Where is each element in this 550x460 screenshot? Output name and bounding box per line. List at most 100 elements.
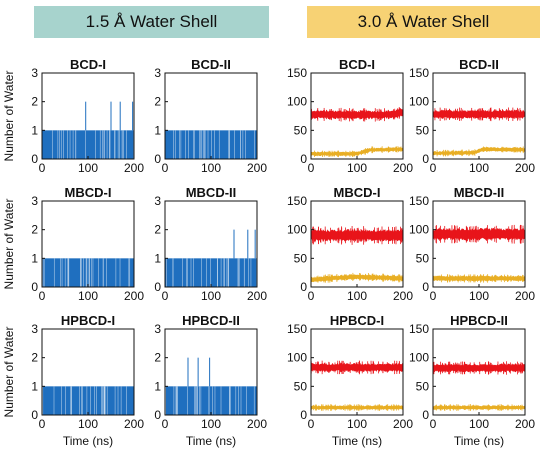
x-tick-label: 100 [78, 161, 98, 175]
x-tick-label: 200 [515, 161, 535, 175]
y-tick-label: 2 [154, 95, 161, 109]
y-axis-label: Number of Water [2, 327, 16, 418]
x-tick-label: 0 [39, 289, 46, 303]
y-tick-label: 100 [287, 351, 307, 365]
series-band-gold [433, 275, 525, 282]
y-tick-label: 3 [154, 66, 161, 80]
y-tick-label: 100 [287, 223, 307, 237]
y-tick-label: 150 [409, 322, 429, 336]
panel-3-0-hpbcd-i: HPBCD-I 0 50 100 150 0 100 200 [287, 313, 413, 431]
panel-title: MBCD-II [186, 185, 237, 200]
y-tick-label: 0 [300, 152, 307, 166]
x-axis-label: Time (ns) [63, 434, 113, 448]
series-fill-block [42, 386, 134, 415]
y-tick-label: 1 [31, 123, 38, 137]
y-tick-label: 0 [154, 152, 161, 166]
water-shell-1-5-banner: 1.5 Å Water Shell [34, 6, 269, 38]
y-tick-label: 50 [294, 123, 308, 137]
y-tick-label: 2 [154, 351, 161, 365]
y-tick-label: 3 [31, 194, 38, 208]
y-tick-label: 50 [294, 251, 308, 265]
y-tick-label: 0 [31, 280, 38, 294]
panel-title: BCD-I [339, 57, 375, 72]
panel-title: MBCD-I [334, 185, 381, 200]
y-tick-label: 3 [31, 66, 38, 80]
x-tick-label: 200 [393, 289, 413, 303]
y-tick-label: 0 [154, 408, 161, 422]
series-fill-block [42, 258, 134, 287]
y-tick-label: 50 [416, 251, 430, 265]
x-axis-label: Time (ns) [454, 434, 504, 448]
y-tick-label: 0 [300, 280, 307, 294]
panel-title: BCD-II [459, 57, 499, 72]
y-tick-label: 0 [31, 408, 38, 422]
y-tick-label: 1 [31, 251, 38, 265]
y-tick-label: 1 [31, 379, 38, 393]
y-tick-label: 2 [31, 95, 38, 109]
x-tick-label: 100 [201, 161, 221, 175]
y-tick-label: 50 [416, 379, 430, 393]
y-axis-label: Number of Water [2, 199, 16, 290]
y-tick-label: 0 [422, 280, 429, 294]
series-band-gold [311, 274, 403, 283]
series-band-red [311, 362, 403, 372]
x-tick-label: 100 [201, 289, 221, 303]
y-tick-label: 100 [409, 351, 429, 365]
y-tick-label: 0 [422, 152, 429, 166]
y-tick-label: 100 [409, 95, 429, 109]
series-fill-block [165, 386, 257, 415]
y-tick-label: 150 [409, 194, 429, 208]
x-tick-label: 0 [430, 417, 437, 431]
x-tick-label: 100 [469, 161, 489, 175]
panel-3-0-hpbcd-ii: HPBCD-II 0 50 100 150 0 100 200 [409, 313, 535, 431]
y-tick-label: 50 [294, 379, 308, 393]
series-band-gold [433, 405, 525, 410]
water-shell-3-0-banner: 3.0 Å Water Shell [307, 6, 540, 38]
x-tick-label: 0 [162, 417, 169, 431]
x-tick-label: 0 [39, 161, 46, 175]
panel-1-5-bcd-i: BCD-I 0 1 2 3 0 100 200 [31, 57, 144, 175]
panel-title: BCD-II [191, 57, 231, 72]
x-tick-label: 0 [39, 417, 46, 431]
x-tick-label: 100 [78, 417, 98, 431]
x-tick-label: 100 [469, 417, 489, 431]
x-tick-label: 200 [124, 417, 144, 431]
x-tick-label: 0 [430, 161, 437, 175]
panel-1-5-mbcd-ii: MBCD-II 0 1 2 3 0 100 200 [154, 185, 267, 303]
x-tick-label: 200 [393, 417, 413, 431]
x-axis-label: Time (ns) [332, 434, 382, 448]
panel-title: HPBCD-I [330, 313, 384, 328]
y-tick-label: 1 [154, 251, 161, 265]
panel-1-5-mbcd-i: MBCD-I 0 1 2 3 0 100 200 [31, 185, 144, 303]
y-tick-label: 1 [154, 379, 161, 393]
panel-title: HPBCD-II [450, 313, 508, 328]
y-tick-label: 1 [154, 123, 161, 137]
x-tick-label: 0 [308, 417, 315, 431]
y-tick-label: 3 [31, 322, 38, 336]
panel-3-0-bcd-ii: BCD-II 0 50 100 150 0 100 200 [409, 57, 535, 175]
series-band-gold [311, 147, 403, 157]
x-tick-label: 0 [308, 289, 315, 303]
x-tick-label: 100 [78, 289, 98, 303]
x-tick-label: 200 [247, 161, 267, 175]
x-tick-label: 100 [469, 289, 489, 303]
y-tick-label: 2 [31, 351, 38, 365]
x-tick-label: 200 [247, 289, 267, 303]
plot-frame [432, 200, 526, 288]
x-tick-label: 200 [124, 289, 144, 303]
panel-title: MBCD-II [454, 185, 505, 200]
y-tick-label: 0 [300, 408, 307, 422]
banner-left-label: 1.5 Å Water Shell [85, 12, 218, 31]
series-fill-block [42, 130, 134, 159]
y-tick-label: 0 [154, 280, 161, 294]
x-axis-label: Time (ns) [186, 434, 236, 448]
x-tick-label: 0 [308, 161, 315, 175]
panel-title: BCD-I [70, 57, 106, 72]
series-fill-block [165, 130, 257, 159]
y-tick-label: 150 [409, 66, 429, 80]
x-tick-label: 200 [124, 161, 144, 175]
x-tick-label: 0 [162, 289, 169, 303]
x-tick-label: 0 [162, 161, 169, 175]
series-fill-block [165, 258, 257, 287]
